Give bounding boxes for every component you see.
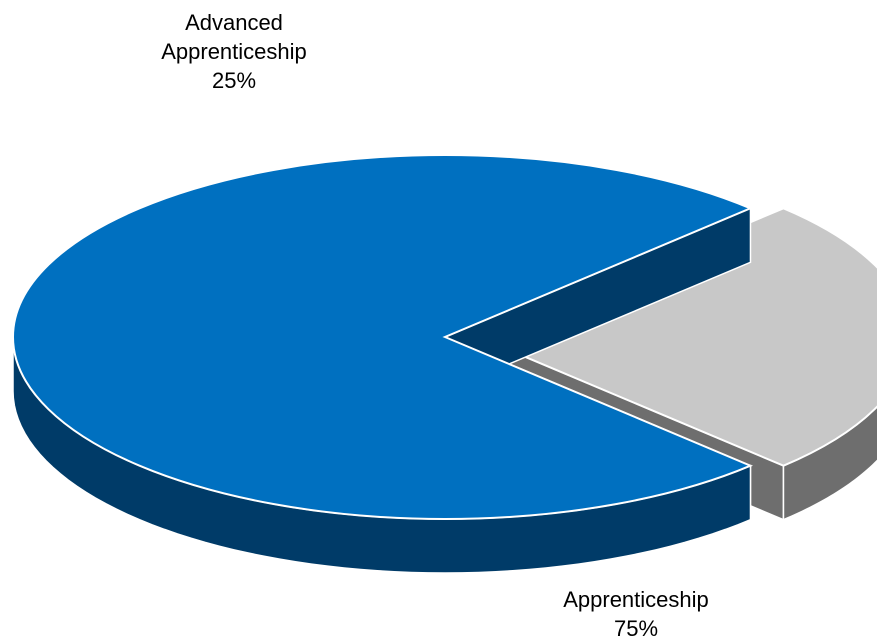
slice-label-advanced-apprenticeship: Advanced Apprenticeship 25% — [118, 8, 350, 95]
percent-label: 75% — [613, 616, 659, 641]
category-label-line-1: Apprenticeship — [563, 587, 709, 612]
slice-label-apprenticeship: Apprenticeship 75% — [520, 585, 752, 643]
pie-tops — [11, 154, 754, 520]
slice-apprenticeship — [11, 154, 754, 520]
category-label-line-1: Advanced — [185, 10, 283, 35]
slice-outer-side-advanced-apprenticeship — [782, 405, 877, 521]
slice-advanced-apprenticeship — [475, 207, 877, 467]
category-label-line-2: Apprenticeship — [161, 39, 307, 64]
percent-label: 25% — [211, 68, 257, 93]
